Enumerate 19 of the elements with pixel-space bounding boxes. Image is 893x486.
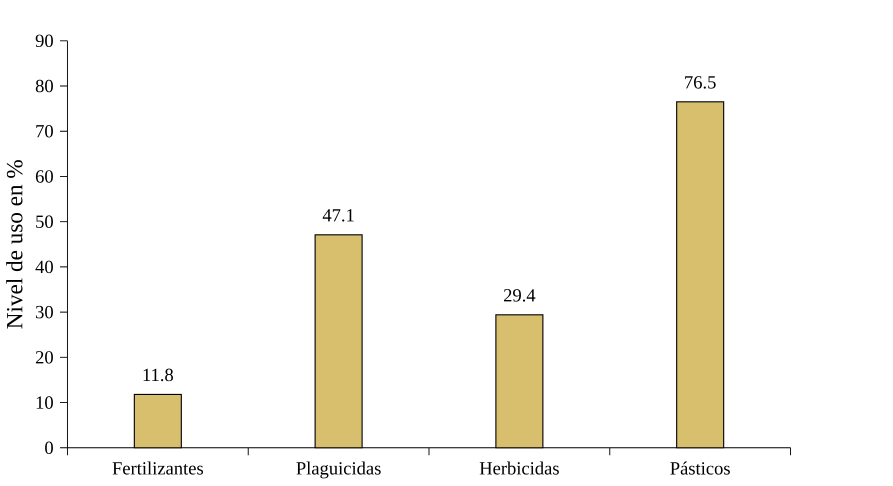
x-tick-label: Herbicidas	[480, 462, 559, 475]
y-tick-label: 90	[36, 34, 53, 48]
x-tick-label: Fertilizantes	[112, 462, 204, 475]
y-tick-label: 20	[36, 351, 53, 364]
data-label: 47.1	[322, 209, 354, 222]
y-tick-label: 70	[36, 125, 53, 138]
x-tick-label: Plaguicidas	[296, 462, 381, 479]
y-axis-title: Nivel de uso en %	[6, 160, 23, 329]
y-tick-label: 60	[36, 170, 53, 183]
x-tick-label: Pásticos	[670, 462, 730, 475]
y-tick-label: 40	[35, 260, 53, 274]
y-tick-label: 80	[36, 80, 53, 92]
data-label: 11.8	[144, 368, 173, 382]
y-tick-label: 30	[36, 306, 53, 318]
data-label: 29.4	[504, 289, 536, 302]
y-tick-label: 50	[36, 216, 53, 228]
y-tick-label: 0	[45, 442, 53, 454]
data-label: 76.5	[685, 76, 716, 89]
y-tick-label: 10	[36, 396, 53, 409]
